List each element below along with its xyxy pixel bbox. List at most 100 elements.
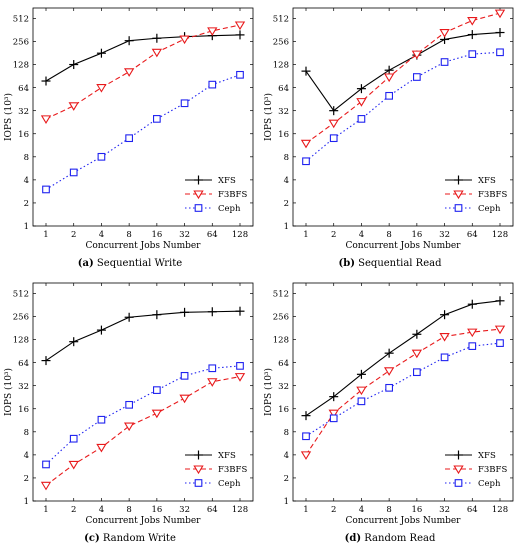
y-tick-label: 128 [273, 61, 289, 71]
x-tick-label: 2 [71, 505, 76, 515]
x-tick-label: 1 [303, 505, 308, 515]
data-point-ceph [357, 397, 366, 406]
data-point-f3bfs [356, 386, 367, 396]
data-point-xfs [207, 307, 217, 317]
y-tick-label: 64 [18, 84, 29, 94]
y-tick-label: 8 [24, 153, 29, 163]
data-point-ceph [468, 342, 477, 350]
x-tick-label: 8 [126, 505, 131, 515]
series-line-xfs [305, 300, 501, 417]
y-tick-label: 1 [284, 497, 289, 507]
y-tick-label: 16 [18, 130, 29, 140]
y-tick-label: 512 [13, 290, 29, 300]
y-tick-label: 256 [13, 313, 29, 323]
x-tick-label: 2 [71, 230, 76, 240]
plot-frame [32, 282, 254, 502]
data-point-ceph [413, 73, 421, 81]
data-point-xfs [301, 411, 311, 421]
legend-label: F3BFS [218, 465, 247, 475]
y-axis-label: IOPS (10³) [3, 368, 14, 416]
chart-panel-sequential-write: 1 2 4 8 16 32 64 128 256 512 1 2 4 8 16 32 64 128 Concurre… [0, 0, 260, 275]
y-tick-label: 256 [13, 38, 29, 48]
x-tick-label: 8 [386, 230, 391, 240]
data-point-ceph [42, 460, 50, 469]
plot-frame [292, 7, 514, 227]
legend-label: Ceph [478, 204, 501, 214]
data-point-ceph [180, 99, 189, 108]
caption-label: (b) [338, 258, 355, 269]
data-point-ceph [180, 371, 189, 380]
x-tick-label: 64 [207, 505, 218, 515]
data-point-xfs [329, 106, 339, 116]
legend-label: F3BFS [218, 190, 247, 200]
data-point-ceph [97, 415, 106, 424]
data-point-f3bfs [179, 394, 190, 404]
x-tick-label: 8 [126, 230, 131, 240]
data-point-f3bfs [123, 422, 135, 432]
data-point-ceph [97, 152, 106, 161]
data-point-xfs [152, 33, 162, 43]
data-point-ceph [385, 383, 393, 392]
data-point-ceph [329, 414, 338, 423]
y-tick-label: 128 [13, 61, 29, 71]
legend-marker [454, 479, 463, 487]
y-axis-label: IOPS (10³) [3, 93, 14, 141]
data-point-xfs [96, 325, 106, 335]
legend-label: Ceph [478, 479, 501, 489]
x-tick-label: 128 [232, 230, 248, 240]
legend-label: XFS [218, 176, 236, 186]
y-tick-label: 2 [24, 474, 29, 484]
data-point-f3bfs [467, 328, 478, 338]
data-point-f3bfs [300, 139, 312, 149]
legend-label: Ceph [218, 479, 241, 489]
y-tick-label: 1 [24, 222, 29, 232]
data-point-xfs [356, 369, 366, 379]
y-tick-label: 1 [24, 497, 29, 507]
x-tick-label: 16 [411, 505, 422, 515]
x-tick-label: 4 [359, 230, 364, 240]
data-point-f3bfs [207, 27, 218, 36]
y-tick-label: 512 [273, 15, 289, 25]
x-tick-label: 4 [359, 505, 364, 515]
data-point-xfs [467, 30, 477, 40]
series-line-ceph [305, 51, 501, 162]
legend-marker [194, 204, 203, 212]
x-tick-label: 64 [467, 505, 478, 515]
y-axis-label: IOPS (10³) [263, 93, 274, 141]
x-tick-label: 128 [232, 505, 248, 515]
data-point-ceph [468, 50, 477, 58]
data-point-f3bfs [96, 84, 107, 93]
data-point-ceph [208, 80, 217, 89]
data-point-xfs [384, 348, 394, 358]
data-point-xfs [356, 84, 366, 94]
x-tick-label: 64 [467, 230, 478, 240]
y-tick-label: 8 [284, 428, 289, 438]
data-point-ceph [236, 70, 244, 79]
x-tick-label: 4 [99, 505, 104, 515]
data-point-xfs [96, 48, 106, 58]
data-point-ceph [302, 157, 310, 166]
caption-label: (d) [344, 533, 362, 544]
y-tick-label: 2 [284, 199, 289, 209]
caption-title: Random Write [102, 533, 176, 544]
legend-marker [453, 190, 464, 200]
data-point-xfs [180, 307, 190, 317]
data-point-xfs [301, 66, 311, 76]
y-tick-label: 8 [284, 153, 289, 163]
y-tick-label: 512 [13, 15, 29, 25]
data-point-ceph [413, 368, 421, 377]
data-point-xfs [412, 329, 422, 339]
series-line-xfs [45, 34, 241, 82]
data-point-f3bfs [96, 443, 107, 453]
y-tick-label: 32 [18, 107, 29, 117]
caption-label: (c) [84, 533, 100, 544]
x-tick-label: 32 [179, 505, 190, 515]
data-point-f3bfs [356, 98, 367, 107]
y-tick-label: 256 [273, 38, 289, 48]
data-point-xfs [152, 310, 162, 320]
caption-title: Sequential Read [358, 258, 442, 269]
data-point-ceph [385, 91, 393, 100]
data-point-f3bfs [494, 325, 506, 335]
data-point-xfs [329, 392, 339, 402]
